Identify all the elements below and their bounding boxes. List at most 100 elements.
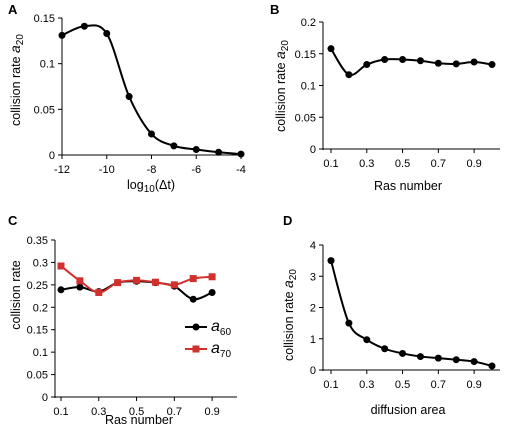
panel-b-ytick-label: 0.05 xyxy=(295,112,316,124)
panel-b-series-0-point xyxy=(434,59,442,67)
panel-a-xtick-label: -6 xyxy=(191,164,201,176)
panel-b-series-0-point xyxy=(327,45,335,53)
panel-a: A collision rate a20 0 0.05 0.1 0.15 -12 -10… xyxy=(7,2,246,195)
panel-b-ytick-label: 0.1 xyxy=(301,81,316,93)
panel-c-plot-area xyxy=(57,262,216,303)
panel-d-x-ticks: 0.1 0.3 0.5 0.7 0.9 xyxy=(323,370,482,391)
panel-b-series-0-point xyxy=(416,57,424,65)
panel-a-x-ticks: -12 -10 -8 -6 -4 xyxy=(54,155,246,176)
panel-d-series-0-point xyxy=(381,345,389,353)
panel-a-series-0-point xyxy=(80,22,88,30)
panel-c-ytick-label: 0.2 xyxy=(33,302,48,314)
panel-b-ylabel: collision rate a20 xyxy=(272,40,291,132)
panel-b-xtick-label: 0.7 xyxy=(431,158,446,170)
panel-c-ylabel: collision rate xyxy=(9,260,23,330)
panel-c-xtick-label: 0.9 xyxy=(204,406,219,418)
panel-d-letter: D xyxy=(283,213,292,228)
panel-b-x-ticks: 0.1 0.3 0.5 0.7 0.9 xyxy=(323,149,482,170)
panel-c-xtick-label: 0.1 xyxy=(53,406,68,418)
panel-c-letter: C xyxy=(8,213,18,228)
panel-c-y-ticks: 0 0.05 0.1 0.15 0.2 0.25 0.3 0.35 xyxy=(27,235,55,404)
panel-d-xtick-label: 0.5 xyxy=(395,379,410,391)
panel-c-ytick-label: 0.25 xyxy=(27,280,48,292)
panel-b-series-0-point xyxy=(363,61,371,69)
panel-c-series-0-point xyxy=(208,288,216,296)
panel-d-ytick-label: 3 xyxy=(310,271,316,283)
panel-d-xtick-label: 0.3 xyxy=(359,379,374,391)
panel-d-ylabel: collision rate a20 xyxy=(280,269,299,361)
panel-d-xtick-label: 0.1 xyxy=(323,379,338,391)
panel-d-ytick-label: 4 xyxy=(310,240,316,252)
panel-b-xtick-label: 0.5 xyxy=(395,158,410,170)
panel-b-xtick-label: 0.3 xyxy=(359,158,374,170)
panel-b-series-0-point xyxy=(452,60,460,68)
panel-b-ytick-label: 0.15 xyxy=(295,49,316,61)
panel-c-xlabel: Ras number xyxy=(105,413,173,426)
panel-b-series-0-point xyxy=(470,58,478,66)
panel-c-series-1-point xyxy=(76,277,84,285)
panel-d-xtick-label: 0.7 xyxy=(431,379,446,391)
panel-c-series-0-point xyxy=(57,286,65,294)
panel-a-xlabel: log10(Δt) xyxy=(127,178,175,195)
panel-a-series-0-point xyxy=(125,93,133,101)
panel-a-letter: A xyxy=(8,2,18,17)
panel-d-series-0-point xyxy=(345,319,353,327)
panel-a-series-0-point xyxy=(148,130,155,138)
panel-d-series-0-point xyxy=(363,336,371,344)
panel-b-series-0-point xyxy=(488,61,496,69)
panel-d-ytick-label: 1 xyxy=(310,334,316,346)
panel-b-series-0-point xyxy=(345,71,353,79)
panel-b-plot-area xyxy=(327,45,496,79)
panel-c-ytick-label: 0.3 xyxy=(33,257,48,269)
legend-marker-a60 xyxy=(192,323,200,331)
panel-b-xlabel: Ras number xyxy=(374,179,442,193)
panel-b-xtick-label: 0.9 xyxy=(466,158,481,170)
panel-b-xtick-label: 0.1 xyxy=(323,158,338,170)
panel-b-series-0-point xyxy=(399,55,407,63)
panel-b-y-ticks: 0 0.05 0.1 0.15 0.2 xyxy=(295,17,323,156)
panel-c-series-0-point xyxy=(189,295,197,303)
panel-c-xtick-label: 0.3 xyxy=(91,406,106,418)
legend-entry-a60: a60 xyxy=(185,318,231,338)
panel-d-xtick-label: 0.9 xyxy=(466,379,481,391)
panel-c-ytick-label: 0 xyxy=(42,392,48,404)
panel-a-series-0-point xyxy=(58,31,66,39)
panel-a-xtick-label: -4 xyxy=(236,164,246,176)
legend-label-a70: a70 xyxy=(211,340,231,360)
panel-a-plot-area xyxy=(58,22,245,158)
panel-b-series-0-line xyxy=(330,48,493,77)
panel-a-series-0-point xyxy=(237,150,245,158)
panel-b-series-0-point xyxy=(381,55,389,63)
panel-a-series-0-point xyxy=(103,30,111,38)
panel-d-series-0-point xyxy=(434,354,442,362)
panel-a-xtick-label: -8 xyxy=(147,164,157,176)
panel-d-ytick-label: 0 xyxy=(310,365,316,377)
legend-marker-a70 xyxy=(192,345,200,353)
panel-d-series-0-line xyxy=(330,260,493,367)
panel-c-series-1-point xyxy=(189,275,197,283)
panel-b-letter: B xyxy=(270,2,279,17)
panel-a-ytick-label: 0.05 xyxy=(34,104,55,116)
panel-d-y-ticks: 0 1 2 3 4 xyxy=(310,240,323,377)
panel-c: C collision rate 00.050.10.150.20.250.30… xyxy=(8,213,237,426)
panel-c-ytick-label: 0.35 xyxy=(27,235,48,247)
panel-c-legend: a60 a70 xyxy=(185,318,231,360)
panel-d-series-0-point xyxy=(452,356,460,364)
panel-a-xtick-label: -12 xyxy=(54,164,70,176)
panel-c-series-0-point xyxy=(76,283,84,291)
panel-d-series-0-point xyxy=(327,257,335,265)
panel-d-series-0-point xyxy=(488,362,496,370)
panel-d-series-0-point xyxy=(470,358,478,366)
panel-d-series-0-point xyxy=(416,353,424,361)
panel-c-series-1-point xyxy=(95,288,103,296)
panel-d-series-0-point xyxy=(399,349,407,357)
panel-b: B collision rate a20 0 0.05 0.1 0.15 0.2 0.1… xyxy=(270,2,500,193)
panel-a-ytick-label: 0.1 xyxy=(40,59,55,71)
panel-d-ytick-label: 2 xyxy=(310,303,316,315)
panel-c-series-1-point xyxy=(57,262,65,270)
panel-b-ytick-label: 0 xyxy=(310,144,316,156)
panel-c-xtick-label: 0.5 xyxy=(129,406,144,418)
panel-d-plot-area xyxy=(327,257,496,370)
panel-a-series-0-point xyxy=(215,148,223,156)
